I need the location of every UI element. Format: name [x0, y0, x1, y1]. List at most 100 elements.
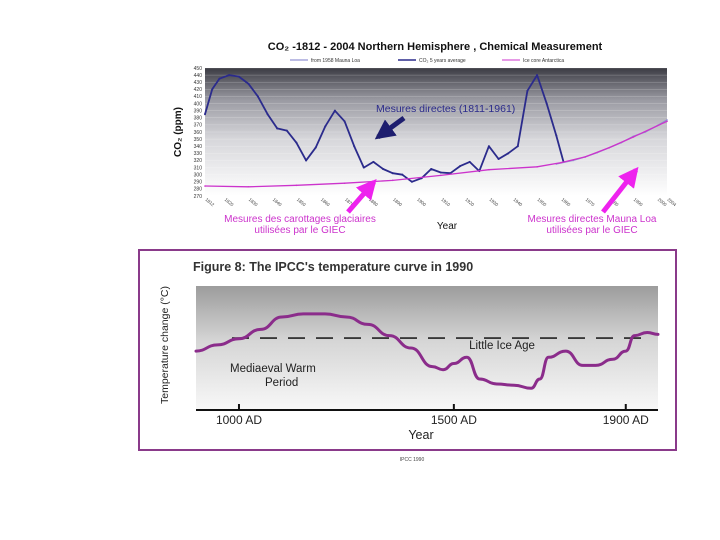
co2-data-point [237, 75, 240, 78]
co2-y-tick-label: 400 [194, 101, 203, 107]
co2-x-tick-label: 1990 [633, 197, 644, 208]
co2-data-point [666, 119, 668, 121]
co2-x-tick-label: 1880 [368, 197, 379, 208]
ipcc-annotation-mediaeval: Mediaeval Warm Period [230, 363, 319, 389]
co2-x-tick-label: 1900 [416, 197, 427, 208]
co2-y-tick-label: 270 [194, 194, 203, 200]
co2-data-point [391, 179, 394, 182]
ipcc-temperature-line [194, 312, 660, 390]
co2-legend-entry: Ice core Antarctica [523, 58, 564, 64]
co2-data-point [295, 141, 298, 144]
co2-y-tick-label: 300 [194, 172, 203, 178]
ipcc-x-tick-label: 1500 AD [431, 413, 477, 427]
co2-x-tick-label: 1820 [224, 197, 235, 208]
co2-y-tick-label: 330 [194, 151, 203, 157]
co2-data-point [516, 145, 519, 148]
co2-x-tick-label: 1960 [560, 197, 571, 208]
co2-data-point [218, 77, 221, 80]
co2-data-point [536, 74, 539, 77]
co2-y-tick-label: 410 [194, 94, 203, 100]
co2-data-point [666, 120, 668, 123]
co2-y-tick-label: 370 [194, 123, 203, 129]
co2-data-point [285, 129, 288, 132]
co2-x-tick-label: 1940 [512, 197, 523, 208]
co2-x-ticks: 1812 1820 1830 1840 1850 1860 1870 1880 1890 1900… [204, 197, 677, 208]
co2-data-point [440, 174, 442, 177]
co2-x-axis-label: Year [437, 221, 458, 232]
co2-data-point [488, 168, 490, 171]
co2-data-point [343, 120, 346, 123]
co2-data-point [487, 145, 490, 148]
ipcc-x-tick-label: 1900 AD [603, 413, 649, 427]
co2-x-tick-label: 2000 [657, 197, 668, 208]
co2-plot-area [205, 68, 667, 196]
co2-data-point [459, 165, 462, 168]
co2-y-tick-label: 390 [194, 108, 203, 114]
co2-data-point [333, 109, 336, 112]
co2-x-tick-label: 1930 [488, 197, 499, 208]
co2-data-point [545, 102, 548, 105]
co2-x-tick-label: 1970 [585, 197, 596, 208]
co2-x-tick-label: 1830 [248, 197, 259, 208]
ipcc-series-group [194, 312, 660, 390]
co2-x-tick-label: 1950 [536, 197, 547, 208]
co2-x-tick-label: 2004 [666, 197, 677, 208]
co2-data-point [295, 184, 298, 187]
co2-data-point [382, 167, 385, 170]
co2-y-tick-label: 430 [194, 80, 203, 86]
co2-gridlines [205, 67, 667, 197]
ipcc-temperature-chart: Figure 8: The IPCC's temperature curve i… [138, 249, 677, 451]
co2-data-point [372, 160, 375, 163]
co2-data-point [247, 185, 250, 188]
co2-y-tick-label: 340 [194, 144, 203, 150]
co2-legend-entry: from 1958 Mauna Loa [311, 58, 360, 64]
co2-x-tick-label: 1870 [344, 197, 355, 208]
co2-data-point [632, 136, 635, 138]
co2-data-point [247, 82, 250, 85]
co2-y-tick-label: 280 [194, 187, 203, 193]
magenta-arrow-left [346, 178, 377, 214]
co2-data-point [560, 161, 562, 164]
co2-data-point [439, 171, 442, 174]
co2-data-point [608, 146, 611, 149]
co2-data-point [256, 95, 259, 98]
ipcc-plot-area [196, 286, 658, 410]
co2-annotation-maunaloa: Mesures directes Mauna Loa utilisées par … [528, 214, 657, 236]
co2-y-axis-label: CO₂ (ppm) [173, 107, 184, 157]
co2-y-tick-label: 320 [194, 158, 203, 164]
co2-y-tick-label: 290 [194, 180, 203, 186]
co2-x-tick-label: 1920 [464, 197, 475, 208]
co2-annotation-direct: Mesures directes (1811-1961) [376, 103, 515, 115]
ipcc-y-axis-label: Temperature change (°C) [159, 286, 171, 404]
co2-y-tick-label: 450 [194, 66, 203, 72]
co2-data-point [410, 180, 413, 183]
co2-data-point [314, 146, 317, 149]
co2-data-point [497, 158, 500, 161]
co2-chart-title: CO₂ -1812 - 2004 Northern Hemisphere , C… [268, 41, 603, 53]
co2-legend: from 1958 Mauna Loa CO₂ 5 years average … [290, 58, 564, 64]
co2-data-point [526, 89, 529, 92]
ipcc-x-tick-label: 1000 AD [216, 413, 262, 427]
co2-data-point [324, 125, 327, 128]
co2-data-point [401, 173, 404, 176]
co2-data-point [204, 113, 206, 116]
co2-y-ticks: 4504404304204104003903803703603503403303… [194, 66, 203, 200]
co2-data-point [536, 166, 538, 168]
co2-data-point [555, 134, 558, 137]
co2-data-point [266, 113, 269, 116]
co2-data-point [353, 145, 356, 148]
co2-annotation-icecore: Mesures des carottages glaciaires utilisé… [224, 214, 376, 236]
co2-x-tick-label: 1980 [609, 197, 620, 208]
co2-data-point [305, 159, 308, 162]
co2-legend-entry: CO₂ 5 years average [419, 58, 466, 64]
co2-series-group [204, 74, 668, 188]
co2-data-point [362, 166, 365, 169]
navy-arrow [374, 115, 406, 140]
co2-x-tick-label: 1910 [440, 197, 451, 208]
co2-data-point [391, 172, 394, 175]
co2-data-point [204, 185, 206, 187]
co2-data-point [507, 152, 510, 155]
ipcc-figure-title: Figure 8: The IPCC's temperature curve i… [193, 260, 473, 274]
co2-x-tick-label: 1840 [272, 197, 283, 208]
